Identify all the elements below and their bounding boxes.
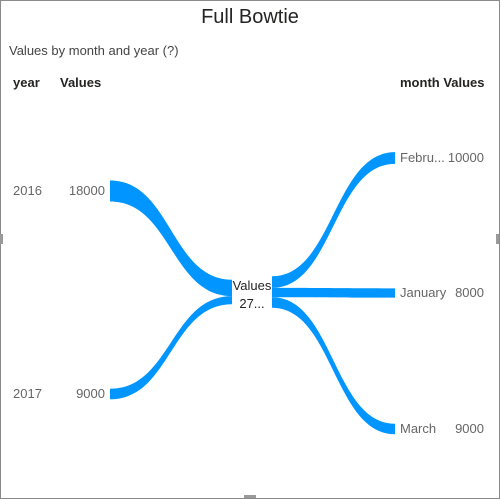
right-flow-Febru...[interactable] [272, 152, 395, 288]
left-value-label-2016: 18000 [68, 183, 105, 198]
left-flow-2016[interactable] [110, 180, 232, 297]
right-category-label-March: March [400, 421, 437, 436]
left-value-label-2017: 9000 [76, 386, 105, 401]
right-category-label-Febru...: Febru... [400, 150, 445, 165]
left-category-label-2016: 2016 [13, 183, 42, 198]
left-category-header: year [13, 75, 40, 90]
right-category-label-January: January [400, 285, 447, 300]
left-value-header: Values [60, 75, 102, 90]
chart-subtitle: Values by month and year (?) [9, 43, 179, 58]
chart-title: Full Bowtie [201, 6, 299, 28]
right-flow-January[interactable] [272, 287, 395, 298]
right-flow-March[interactable] [272, 297, 395, 435]
resize-handle-right[interactable] [496, 234, 499, 244]
right-value-label-March: 9000 [455, 421, 484, 436]
right-header: month Values [400, 75, 485, 90]
right-value-label-January: 8000 [455, 285, 484, 300]
left-flow-2017[interactable] [110, 296, 232, 400]
center-value: 27... [239, 296, 265, 311]
center-label: Values [232, 278, 272, 293]
left-category-label-2017: 2017 [13, 386, 42, 401]
right-value-label-Febru...: 10000 [447, 150, 484, 165]
resize-handle-left[interactable] [0, 234, 3, 244]
resize-handle-bottom[interactable] [244, 495, 256, 498]
